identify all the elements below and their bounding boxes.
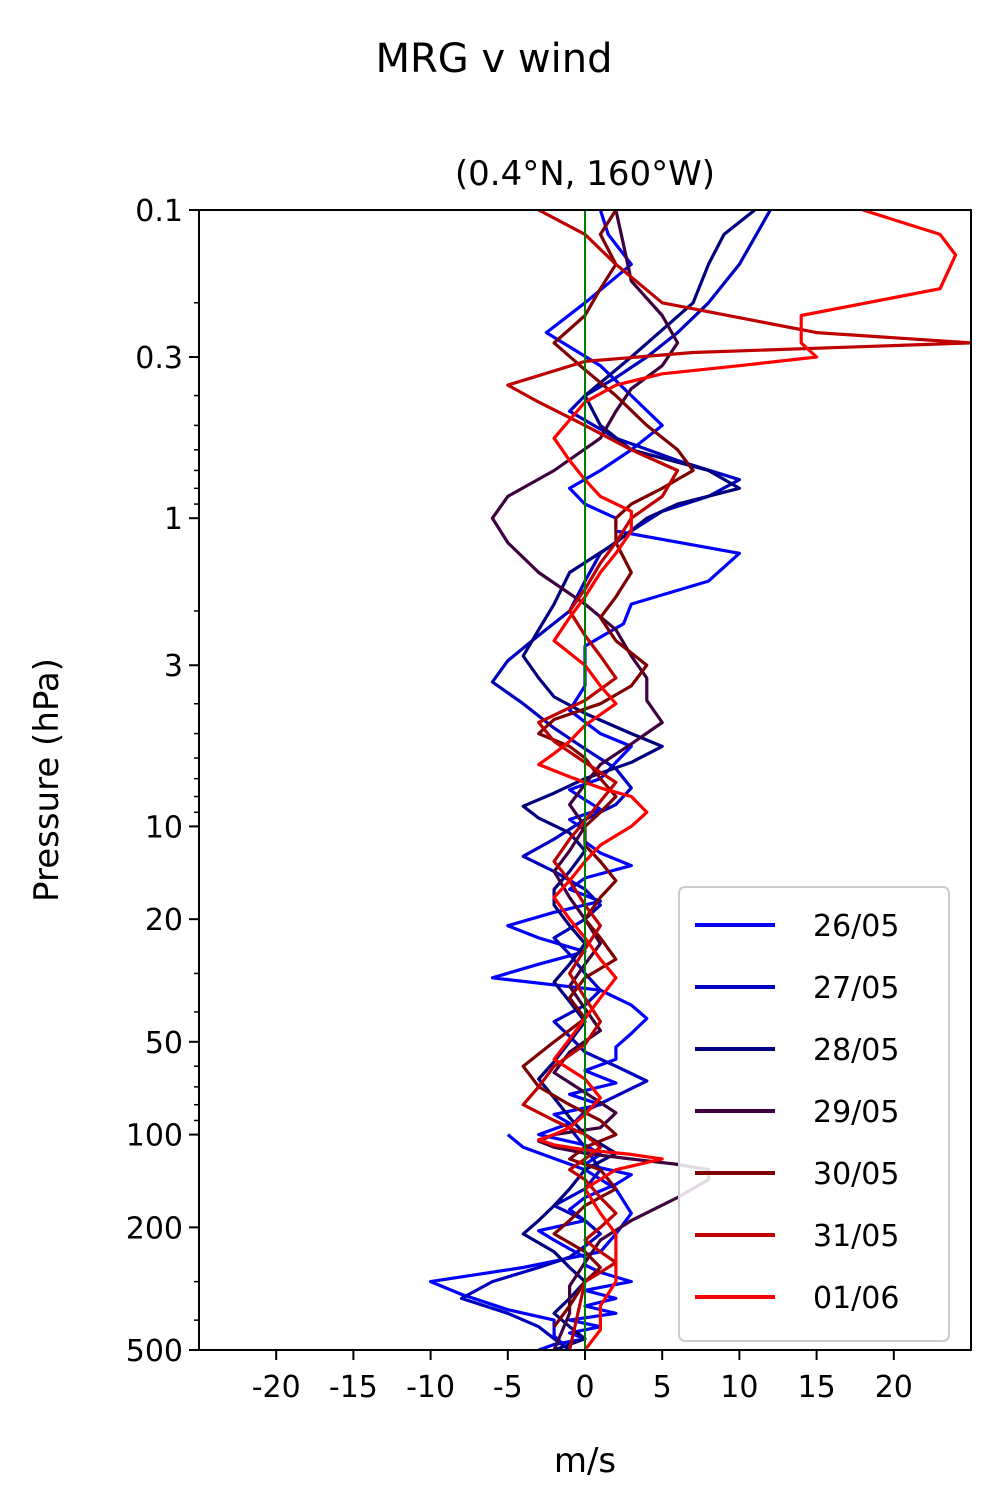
- y-axis-label: Pressure (hPa): [27, 658, 67, 902]
- plot-frame: [198, 209, 972, 1351]
- x-tick-label: 15: [798, 1370, 836, 1405]
- y-tick-label: 0.1: [135, 194, 183, 229]
- x-tick-label: 20: [875, 1370, 913, 1405]
- chart-subtitle: (0.4°N, 160°W): [455, 154, 715, 194]
- legend-frame: [678, 886, 950, 1342]
- x-tick-label: -15: [329, 1370, 378, 1405]
- chart-title: MRG v wind: [376, 36, 613, 82]
- x-tick-label: -20: [252, 1370, 301, 1405]
- legend-label: 27/05: [813, 971, 899, 1006]
- y-ticks: 0.1 0.3 1 3 10 20 50 100 200 500: [126, 194, 199, 1369]
- x-tick-label: 0: [575, 1370, 594, 1405]
- y-tick-label: 50: [145, 1026, 183, 1061]
- y-tick-label: 200: [126, 1211, 183, 1246]
- y-tick-label: 0.3: [135, 341, 183, 376]
- series-line-2: [521, 210, 756, 1350]
- legend-label: 28/05: [813, 1033, 899, 1068]
- legend-label: 26/05: [813, 909, 899, 944]
- y-tick-label: 10: [145, 810, 183, 845]
- x-tick-label: 5: [653, 1370, 672, 1405]
- y-tick-label: 20: [145, 903, 183, 938]
- legend-label: 29/05: [813, 1095, 899, 1130]
- legend: 26/05 27/05 28/05 29/05 30/05 31/05 01/06: [678, 886, 950, 1342]
- x-tick-label: 10: [720, 1370, 758, 1405]
- y-tick-label: 3: [164, 649, 183, 684]
- legend-label: 30/05: [813, 1157, 899, 1192]
- y-tick-label: 500: [126, 1334, 183, 1369]
- y-tick-label: 1: [164, 502, 183, 537]
- series-line-6: [537, 210, 958, 1350]
- legend-label: 31/05: [813, 1219, 899, 1254]
- y-tick-label: 100: [126, 1119, 183, 1154]
- legend-label: 01/06: [813, 1281, 899, 1316]
- x-tick-label: -5: [493, 1370, 523, 1405]
- x-ticks: -20 -15 -10 -5 0 5 10 15 20: [252, 1350, 913, 1405]
- x-tick-label: -10: [406, 1370, 455, 1405]
- x-axis-label: m/s: [554, 1441, 616, 1481]
